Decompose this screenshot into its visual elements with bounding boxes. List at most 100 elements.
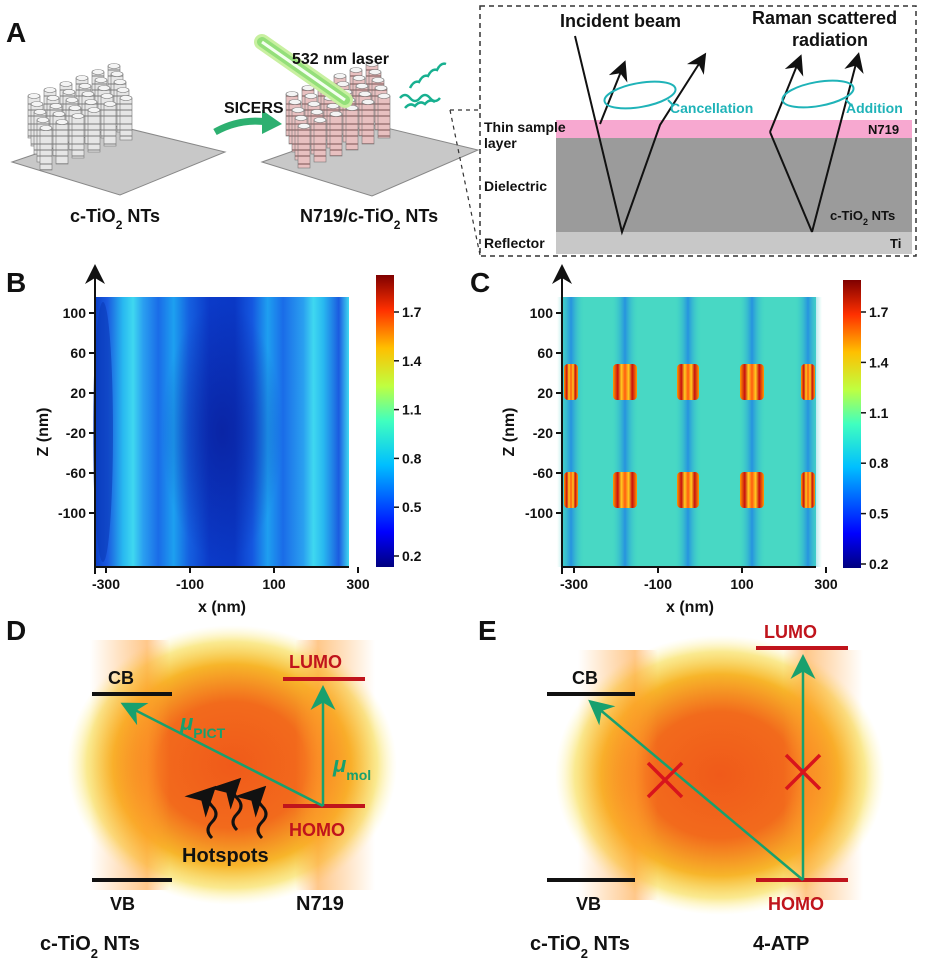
nanotube [345, 105, 359, 151]
axes-b [85, 264, 349, 574]
y-tick-label: 100 [530, 305, 554, 321]
dielectric-layer [556, 138, 912, 232]
nanotube [329, 111, 343, 157]
colorbar-tick-label: 1.4 [402, 353, 422, 369]
mu-mol-label: μmol [332, 752, 371, 783]
colorbar-tick-label: 1.1 [869, 405, 889, 421]
field-hotspot [677, 472, 699, 508]
thin-sample-label: Thin sample [484, 119, 566, 135]
raman-label-1: Raman scattered [752, 8, 897, 28]
hotspots-label: Hotspots [182, 845, 269, 867]
homo-label-d: HOMO [289, 820, 345, 840]
nanotube [119, 95, 133, 141]
transition-arrows-d [120, 685, 336, 808]
sicers-arrow [213, 110, 282, 136]
raman-label-2: radiation [792, 30, 868, 50]
colorbar-tick-label: 0.2 [402, 548, 422, 564]
field-hotspot [801, 472, 815, 508]
colorbar-tick-label: 0.8 [402, 450, 422, 466]
colorbar-ticks-b: 1.7 1.4 1.1 0.8 0.5 0.2 [394, 304, 422, 564]
ctio2-label: c-TiO2 NTs [70, 206, 160, 232]
colorbar-tick-label: 0.8 [869, 455, 889, 471]
thin-sample-layer [556, 120, 912, 138]
x-tick-label: -100 [644, 576, 672, 592]
y-tick-label: -60 [66, 465, 86, 481]
x-axis-label-b: x (nm) [198, 599, 246, 616]
n719-molecule-label: N719 [296, 893, 344, 915]
field-map-b [93, 297, 349, 567]
colorbar-c [843, 280, 861, 568]
x-tick-label: -100 [176, 576, 204, 592]
energy-levels-d [92, 677, 365, 882]
cancellation-label: Cancellation [670, 100, 753, 116]
ctio2-layer-label: c-TiO2 NTs [830, 208, 895, 227]
y-tick-label: -20 [66, 425, 86, 441]
field-hotspot [564, 364, 578, 400]
colorbar-tick-label: 1.1 [402, 402, 422, 418]
colorbar-tick-label: 0.2 [869, 556, 889, 572]
cb-label-d: CB [108, 668, 134, 688]
reflector-layer [556, 232, 912, 254]
x-axis-label-c: x (nm) [666, 599, 714, 616]
x-tick-label: 100 [730, 576, 754, 592]
y-ticks-c: 100 60 20 -20 -60 -100 [525, 305, 562, 521]
field-column [738, 297, 766, 567]
colorbar-tick-label: 0.5 [869, 506, 889, 522]
nanotube [297, 123, 311, 169]
vb-label-d: VB [110, 894, 135, 914]
n719-layer-label: N719 [868, 122, 899, 137]
y-tick-label: 20 [70, 385, 86, 401]
y-tick-label: 100 [63, 305, 87, 321]
panel-label-d: D [6, 615, 26, 646]
substrate-label-e: c-TiO2 NTs [530, 933, 630, 961]
x-tick-label: 300 [346, 576, 370, 592]
lumo-label-d: LUMO [289, 652, 342, 672]
y-tick-label: -100 [58, 505, 86, 521]
atp-molecule-label: 4-ATP [753, 933, 809, 955]
addition-label: Addition [846, 100, 903, 116]
field-hotspot [613, 364, 637, 400]
transition-arrows-e [588, 654, 816, 881]
nanotube [313, 117, 327, 163]
y-tick-label: -100 [525, 505, 553, 521]
x-tick-label: -300 [560, 576, 588, 592]
vb-label-e: VB [576, 894, 601, 914]
field-hotspot [740, 472, 764, 508]
n719-ctio2-nanotube-array [260, 61, 480, 197]
cb-label-e: CB [572, 668, 598, 688]
colorbar-tick-label: 1.7 [869, 304, 889, 320]
homo-label-e: HOMO [768, 894, 824, 914]
field-hotspot [613, 472, 637, 508]
y-tick-label: -20 [533, 425, 553, 441]
sicers-label: SICERS [224, 100, 284, 117]
colorbar-ticks-c: 1.7 1.4 1.1 0.8 0.5 0.2 [861, 304, 889, 572]
colorbar-tick-label: 1.7 [402, 304, 422, 320]
nanotube [87, 107, 101, 153]
interference-ellipses [603, 79, 855, 110]
nanotube [361, 99, 375, 145]
callout-box [479, 5, 917, 257]
field-hotspot [801, 364, 815, 400]
colorbar-b [376, 275, 394, 567]
mu-pict-label: μPICT [179, 710, 226, 741]
reflector-label: Reflector [484, 235, 545, 251]
panel-label-a: A [6, 17, 26, 48]
colorbar-tick-label: 1.4 [869, 354, 889, 370]
x-tick-label: 100 [262, 576, 286, 592]
ti-layer-label: Ti [890, 236, 901, 251]
y-tick-label: 20 [537, 385, 553, 401]
field-column [794, 297, 822, 567]
y-tick-label: -60 [533, 465, 553, 481]
energy-levels-e [547, 646, 848, 882]
substrate-label-d: c-TiO2 NTs [40, 933, 140, 961]
panel-label-e: E [478, 615, 497, 646]
nanotube [71, 113, 85, 159]
panel-label-b: B [6, 267, 26, 298]
layer-label: layer [484, 135, 517, 151]
scattered-waves [399, 62, 447, 109]
x-tick-label: 300 [814, 576, 838, 592]
y-axis-label-b: Z (nm) [35, 408, 52, 457]
y-tick-label: 60 [70, 345, 86, 361]
y-axis-label-c: Z (nm) [501, 408, 518, 457]
